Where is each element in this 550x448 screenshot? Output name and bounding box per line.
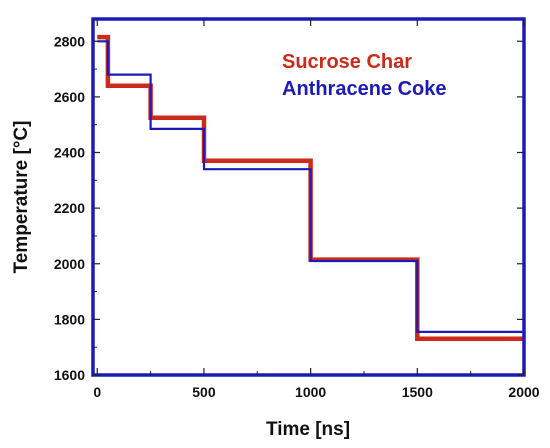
x-tick-label: 500 — [192, 384, 216, 400]
y-axis-ticks: 1600 1800 2000 2200 2400 2600 2800 — [54, 33, 524, 383]
x-tick-label: 2000 — [508, 384, 539, 400]
x-tick-label: 0 — [93, 384, 101, 400]
y-tick-label: 1800 — [54, 311, 85, 327]
y-tick-label: 2800 — [54, 33, 85, 49]
legend: Sucrose Char Anthracene Coke — [282, 51, 447, 100]
x-axis-ticks: 0 500 1000 1500 2000 — [93, 19, 540, 400]
x-tick-label: 1000 — [295, 384, 326, 400]
series-line-anthracene-coke — [97, 40, 524, 333]
chart-marks — [97, 34, 524, 342]
legend-entry-anthracene-coke: Anthracene Coke — [282, 78, 447, 100]
legend-entry-sucrose-char: Sucrose Char — [282, 51, 412, 73]
plot-frame — [91, 17, 526, 377]
y-tick-label: 2600 — [54, 89, 85, 105]
x-tick-label: 1500 — [402, 384, 433, 400]
y-tick-label: 2200 — [54, 200, 85, 216]
y-tick-label: 2400 — [54, 145, 85, 161]
y-tick-label: 1600 — [54, 367, 85, 383]
y-axis-label: Temperature [°C] — [11, 121, 32, 274]
x-axis-label: Time [ns] — [266, 419, 350, 440]
y-tick-label: 2000 — [54, 256, 85, 272]
